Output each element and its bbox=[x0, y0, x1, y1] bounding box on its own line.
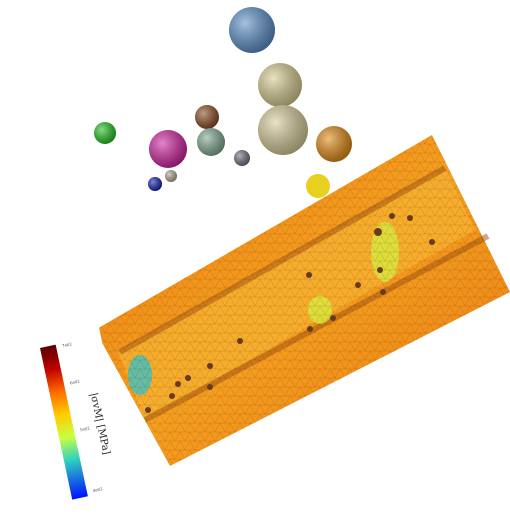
visualization: 7e02 6e02 5e02 4e02 |σvM| [MPa] bbox=[0, 0, 510, 530]
page: 7e02 6e02 5e02 4e02 |σvM| [MPa] (() => {… bbox=[0, 0, 510, 530]
particles bbox=[94, 7, 352, 198]
